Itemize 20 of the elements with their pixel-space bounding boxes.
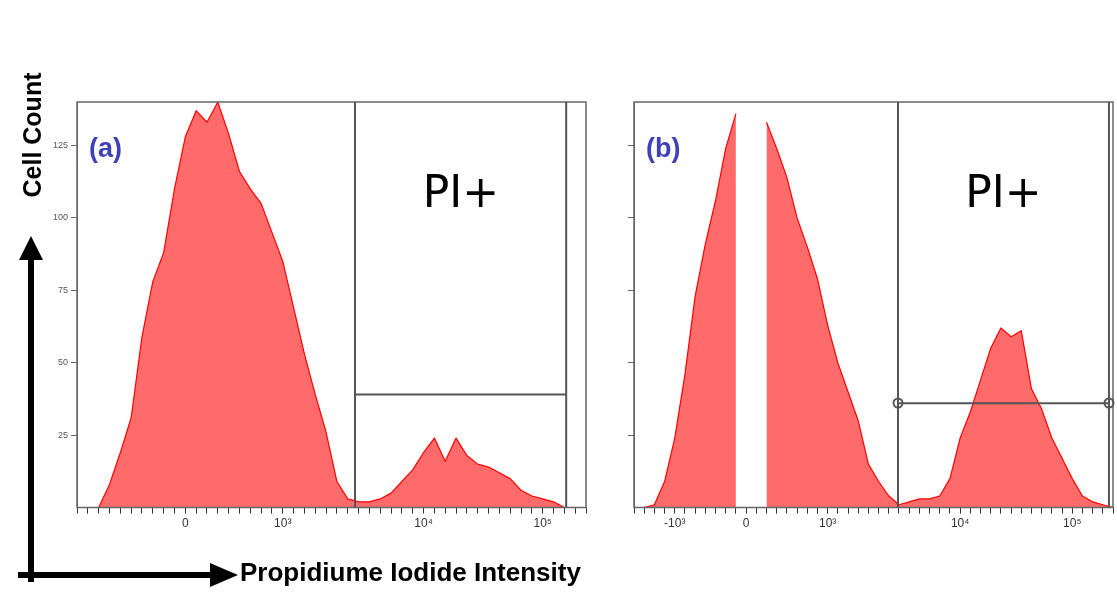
x-tick-label: 0: [742, 516, 750, 531]
text: (b): [646, 133, 681, 164]
y-tick-label: 50: [58, 357, 69, 368]
x-tick-label: 0: [181, 516, 189, 531]
x-tick-label: 10⁴: [414, 516, 433, 531]
x-tick-label: 10³: [818, 516, 837, 531]
y-tick-label: 100: [52, 212, 69, 223]
x-tick-label: 10³: [274, 516, 292, 531]
y-axis-title: Cell Count: [17, 72, 47, 198]
x-tick-label: 10⁵: [1063, 516, 1082, 531]
x-axis-title: Propidiume Iodide Intensity: [240, 557, 581, 588]
x-tick-label: 10⁵: [533, 516, 552, 531]
y-tick-label: 25: [58, 429, 69, 440]
text: (a): [89, 133, 123, 164]
x-tick-label: -10³: [664, 516, 686, 531]
annotation: PI+: [965, 165, 1042, 217]
x-tick-label: 10⁴: [950, 516, 970, 531]
y-tick-label: 75: [58, 284, 69, 295]
annotation: PI+: [422, 165, 500, 217]
y-tick-label: 125: [52, 139, 69, 150]
